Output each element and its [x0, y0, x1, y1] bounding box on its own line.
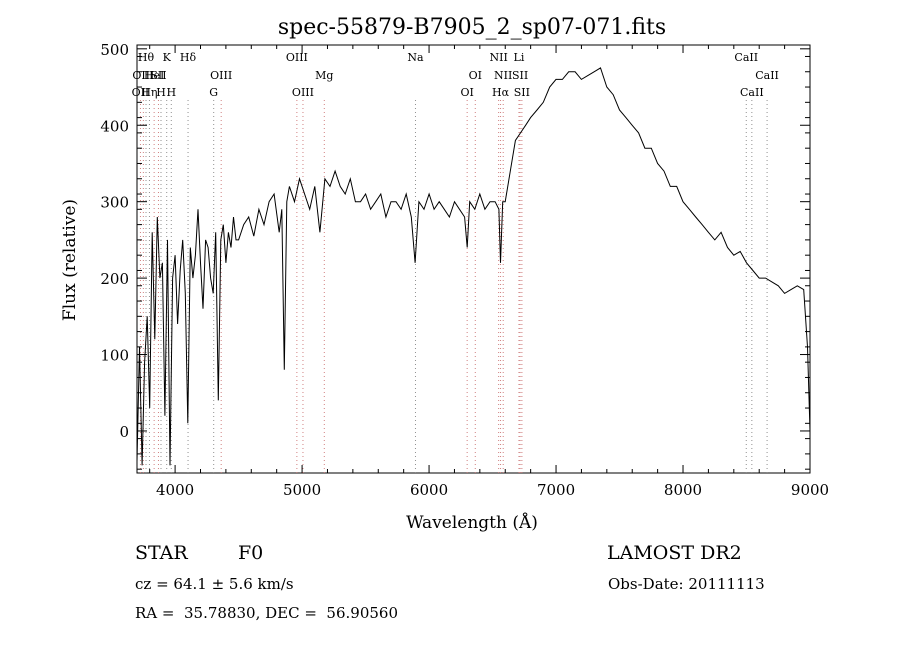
- redshift-label: cz = 64.1 ± 5.6 km/s: [135, 575, 294, 593]
- line-marker-label: SII: [150, 69, 166, 82]
- line-marker-label: H: [156, 86, 166, 99]
- line-marker-label: CaII: [734, 51, 758, 64]
- line-marker-label: Hθ: [138, 51, 155, 64]
- y-tick-label: 500: [100, 41, 129, 59]
- line-marker-label: Na: [407, 51, 424, 64]
- x-tick-label: 9000: [791, 481, 829, 499]
- line-marker-label: SII: [512, 69, 528, 82]
- line-marker-label: CaII: [740, 86, 764, 99]
- line-markers: OIIOIIIHθHηHeISIIHKHHδGOIIIOIIIOIIIMgNaO…: [132, 51, 779, 473]
- line-marker-label: CaII: [755, 69, 779, 82]
- line-marker-label: OI: [460, 86, 473, 99]
- line-marker-label: OII: [132, 86, 150, 99]
- line-marker-label: H: [166, 86, 176, 99]
- x-tick-label: 8000: [664, 481, 702, 499]
- line-marker-label: NII: [489, 51, 507, 64]
- y-tick-label: 200: [100, 270, 129, 288]
- axis-ticks: 4000 5000 6000 7000 8000 9000 0 100 200 300 400 500: [100, 41, 829, 499]
- y-axis-label: Flux (relative): [60, 199, 80, 321]
- line-marker-label: NII: [494, 69, 512, 82]
- x-axis-label: Wavelength (Å): [406, 512, 538, 533]
- chart-title: spec-55879-B7905_2_sp07-071.fits: [278, 15, 666, 40]
- subclass-label: F0: [238, 542, 264, 564]
- line-marker-label: Hδ: [180, 51, 197, 64]
- y-tick-label: 300: [100, 194, 129, 212]
- y-tick-label: 400: [100, 117, 129, 135]
- x-tick-label: 6000: [410, 481, 448, 499]
- line-marker-label: Li: [514, 51, 525, 64]
- survey-label: LAMOST DR2: [607, 542, 742, 564]
- obs-date-label: Obs-Date: 20111113: [608, 575, 765, 593]
- y-tick-label: 100: [100, 347, 129, 365]
- plot-frame: [136, 44, 811, 474]
- line-marker-label: G: [209, 86, 218, 99]
- class-label: STAR: [135, 542, 188, 564]
- line-marker-label: Hη: [141, 86, 157, 99]
- line-marker-label: Hα: [492, 86, 510, 99]
- line-marker-label: OI: [469, 69, 482, 82]
- y-tick-label: 0: [119, 423, 129, 441]
- line-marker-label: K: [163, 51, 172, 64]
- line-marker-label: OIII: [286, 51, 308, 64]
- spectrum-line: [136, 67, 811, 466]
- line-marker-label: OIII: [210, 69, 232, 82]
- x-tick-label: 7000: [537, 481, 575, 499]
- coordinates-label: RA = 35.78830, DEC = 56.90560: [135, 604, 399, 622]
- line-marker-label: SII: [514, 86, 530, 99]
- line-marker-label: OIII: [292, 86, 314, 99]
- line-marker-label: Mg: [315, 69, 333, 82]
- x-tick-label: 5000: [283, 481, 321, 499]
- x-tick-label: 4000: [156, 481, 194, 499]
- line-marker-label: HeI: [144, 69, 164, 82]
